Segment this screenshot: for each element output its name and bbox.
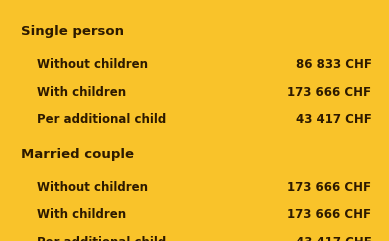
Text: Married couple: Married couple [21, 148, 134, 161]
Text: Without children: Without children [37, 181, 148, 194]
Text: Single person: Single person [21, 25, 124, 38]
Text: Per additional child: Per additional child [37, 236, 166, 241]
Text: With children: With children [37, 208, 126, 221]
Text: 43 417 CHF: 43 417 CHF [296, 113, 371, 126]
Text: 173 666 CHF: 173 666 CHF [287, 208, 371, 221]
Text: 173 666 CHF: 173 666 CHF [287, 86, 371, 99]
Text: 173 666 CHF: 173 666 CHF [287, 181, 371, 194]
Text: 43 417 CHF: 43 417 CHF [296, 236, 371, 241]
Text: Without children: Without children [37, 58, 148, 71]
Text: With children: With children [37, 86, 126, 99]
FancyBboxPatch shape [8, 5, 381, 236]
Text: 86 833 CHF: 86 833 CHF [296, 58, 371, 71]
Text: Per additional child: Per additional child [37, 113, 166, 126]
